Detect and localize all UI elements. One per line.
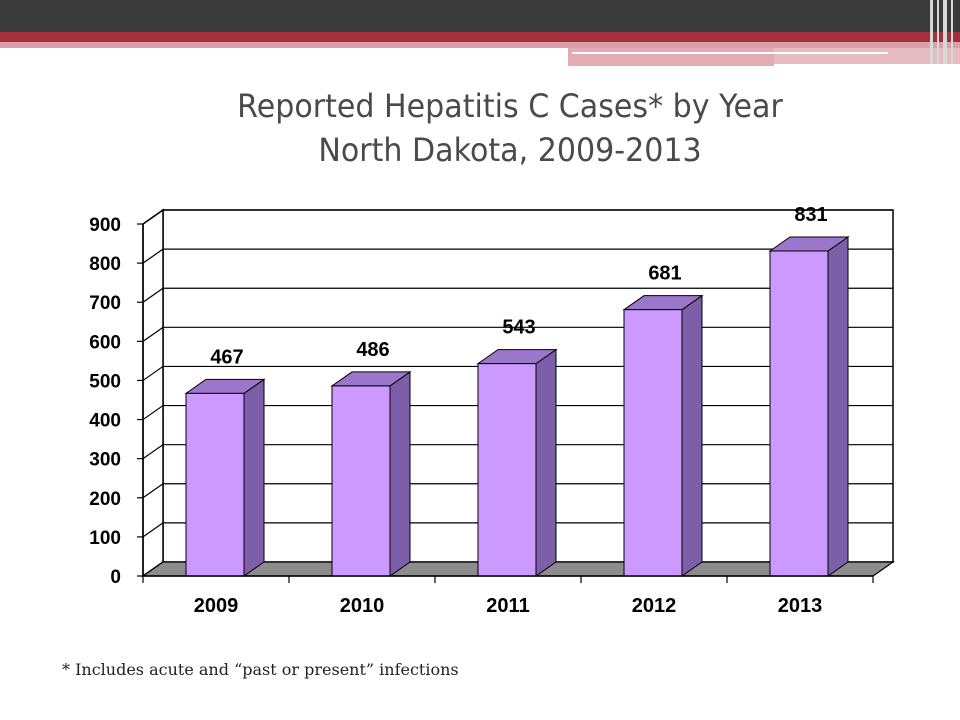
bar <box>623 309 683 577</box>
slide-top-bar <box>0 0 960 32</box>
x-tick-label: 2009 <box>194 595 239 617</box>
x-tick-label: 2011 <box>486 595 529 617</box>
slide-deco-stripe <box>943 0 947 64</box>
bar <box>331 385 391 577</box>
slide-accent-band-light <box>0 42 960 48</box>
slide-accent-line <box>572 52 888 54</box>
x-tick-label: 2012 <box>632 595 677 617</box>
bar <box>477 363 537 577</box>
chart-side-wall <box>142 208 164 578</box>
data-label: 486 <box>356 339 389 361</box>
y-tick-label: 900 <box>89 215 121 236</box>
slide-deco-stripe <box>937 0 939 64</box>
gridline <box>142 209 893 225</box>
gridline <box>142 287 893 303</box>
y-tick-label: 500 <box>89 371 121 392</box>
chart-title: Reported Hepatitis C Cases* by Year Nort… <box>31 84 960 172</box>
chart-title-line2: North Dakota, 2009-2013 <box>318 131 702 169</box>
y-tick-label: 800 <box>89 254 121 275</box>
bar-side <box>243 378 265 577</box>
y-tick-label: 700 <box>89 293 121 314</box>
data-label: 831 <box>794 204 827 226</box>
y-tick-label: 100 <box>89 528 121 549</box>
x-tick-label: 2013 <box>778 595 823 617</box>
slide-deco-stripe <box>930 0 933 64</box>
bar-side <box>681 294 703 577</box>
bar-side <box>389 370 411 577</box>
data-label: 681 <box>648 263 681 285</box>
x-tick-label: 2010 <box>340 595 385 617</box>
gridline <box>142 248 893 264</box>
slide-accent-band <box>0 32 960 42</box>
chart-title-line1: Reported Hepatitis C Cases* by Year <box>237 87 783 125</box>
data-label: 543 <box>502 317 535 339</box>
data-label: 467 <box>210 346 243 368</box>
bar <box>185 392 245 577</box>
y-tick-label: 200 <box>89 489 121 510</box>
footnote: * Includes acute and “past or present” i… <box>62 660 459 679</box>
y-tick-label: 300 <box>89 450 121 471</box>
y-tick-label: 0 <box>110 567 121 588</box>
slide-deco-stripe <box>951 0 953 64</box>
y-tick-label: 400 <box>89 411 121 432</box>
bar <box>769 250 829 577</box>
y-tick-label: 600 <box>89 332 121 353</box>
bar-side <box>827 236 849 577</box>
bar-side <box>535 348 557 577</box>
